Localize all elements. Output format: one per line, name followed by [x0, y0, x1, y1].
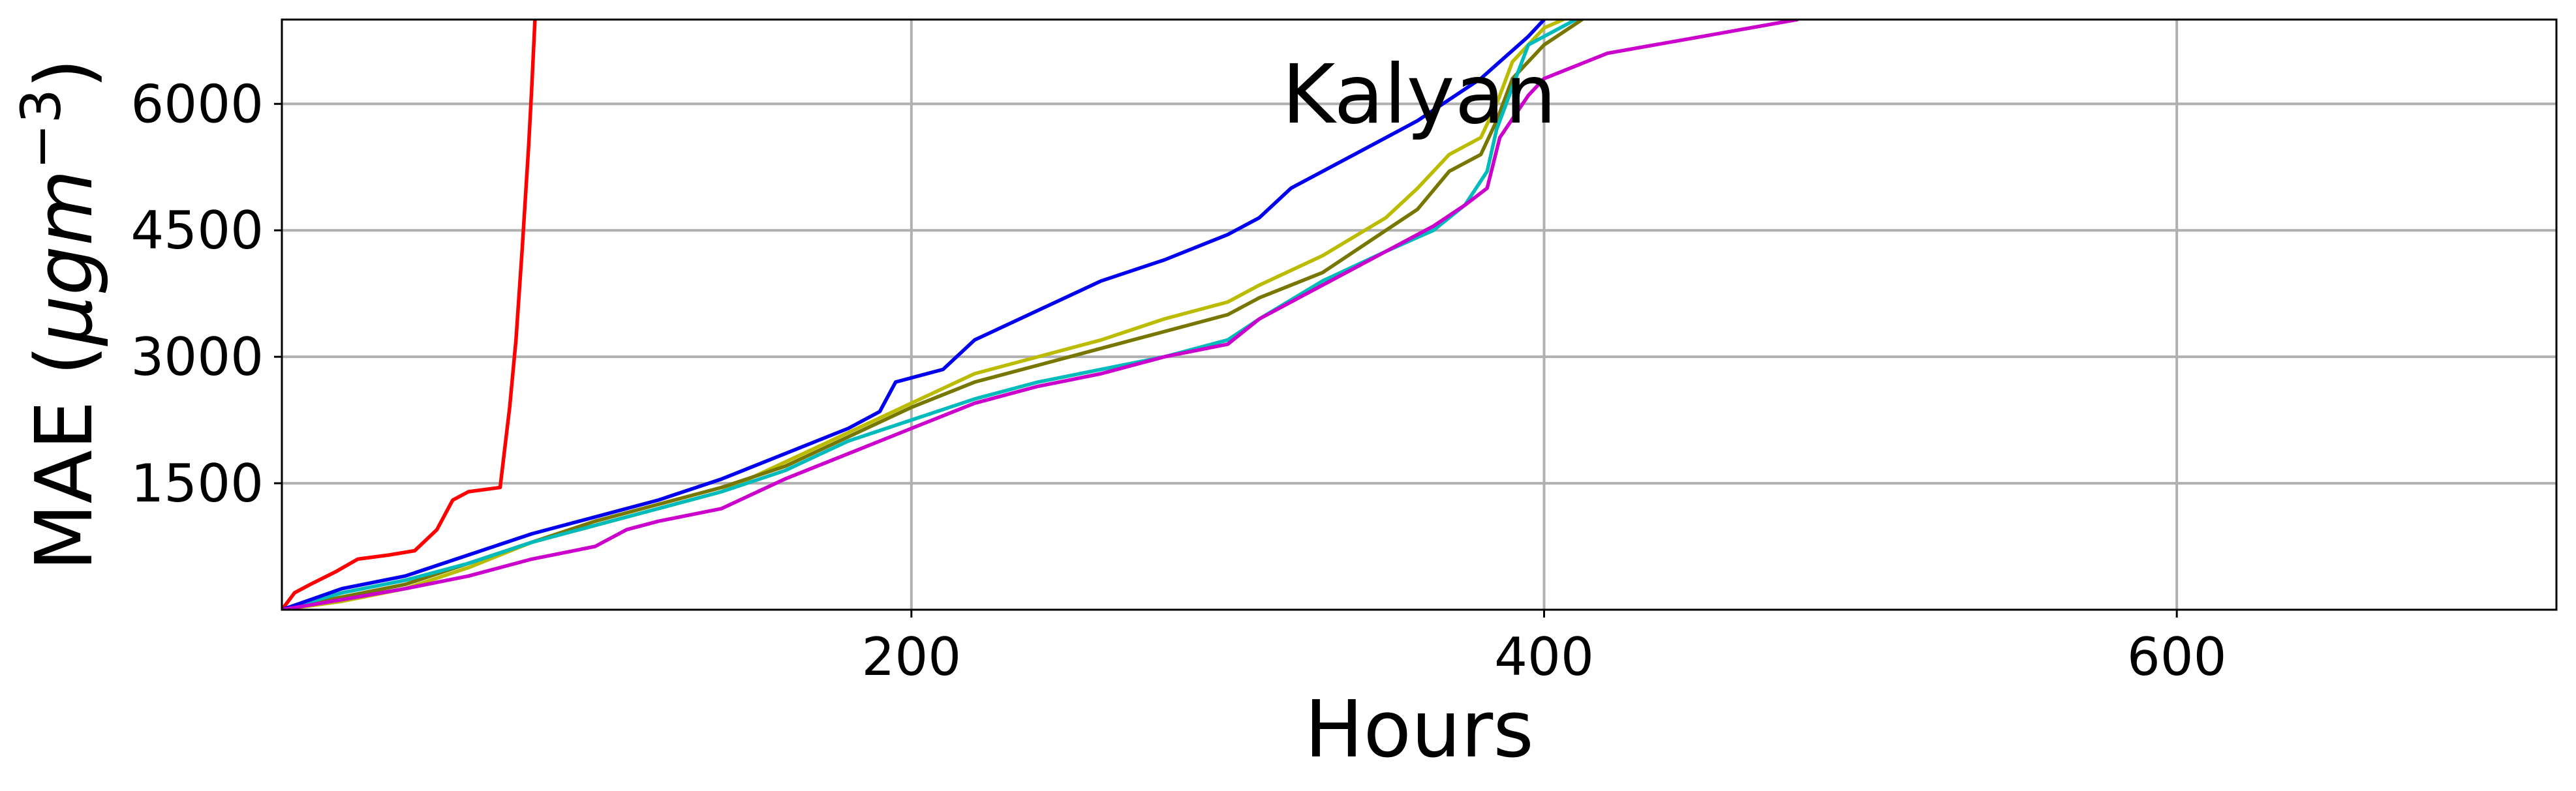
series-layer [282, 20, 1800, 610]
series-line-4 [282, 20, 1578, 610]
plot-frame [281, 18, 2558, 611]
y-axis-title-close: ) [20, 58, 110, 89]
y-axis-title-exponent: −3 [9, 89, 73, 170]
x-axis-title: Hours [1304, 685, 1534, 775]
tick-labels: 200 400 600 1500 3000 4500 6000 [130, 74, 2226, 687]
x-tick-label: 600 [2127, 627, 2227, 687]
chart-title: Kalyan [1282, 48, 1557, 142]
series-line-6 [282, 20, 1800, 610]
grid [282, 20, 2556, 610]
series-line-5 [282, 20, 1546, 610]
x-tick-label: 200 [861, 627, 961, 687]
y-tick-label: 4500 [130, 200, 264, 261]
y-tick-label: 6000 [130, 74, 264, 134]
y-axis-title-unit: gm [20, 170, 110, 295]
series-line-1 [282, 20, 537, 610]
y-tick-label: 1500 [130, 453, 264, 514]
y-axis-title-mu: μ [20, 295, 110, 346]
y-axis-title-prefix: MAE ( [20, 345, 110, 571]
x-tick-label: 400 [1494, 627, 1594, 687]
y-axis-title: MAE (μgm−3) [9, 58, 110, 571]
y-tick-label: 3000 [130, 327, 264, 387]
